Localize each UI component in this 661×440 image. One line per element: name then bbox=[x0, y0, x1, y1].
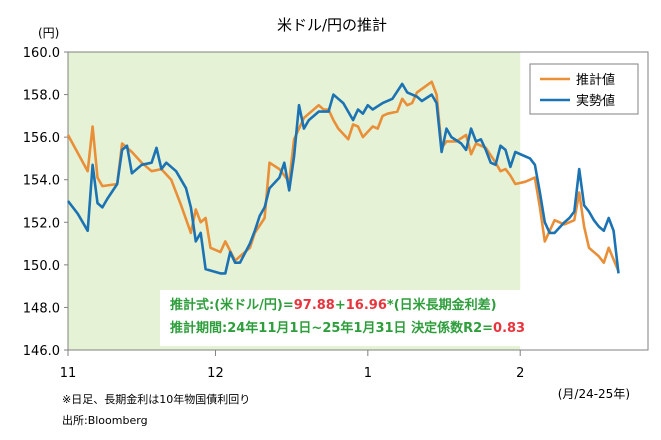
annotation-text: 16.96 bbox=[346, 298, 387, 313]
x-tick-label: 12 bbox=[207, 366, 224, 381]
y-axis-unit: (円) bbox=[38, 26, 59, 40]
chart-title: 米ドル/円の推計 bbox=[277, 16, 387, 34]
footnote: 出所:Bloomberg bbox=[62, 413, 148, 427]
y-tick-label: 150.0 bbox=[23, 259, 60, 274]
x-tick-label: 11 bbox=[60, 366, 77, 381]
footnote: ※日足、長期金利は10年物国債利回り bbox=[62, 392, 250, 406]
annotation-line: 推計式:(米ドル/円)=97.88+16.96*(日米長期金利差) bbox=[170, 297, 497, 313]
y-tick-label: 146.0 bbox=[23, 344, 60, 359]
legend-label: 推計値 bbox=[576, 72, 615, 88]
series-line-actual bbox=[66, 82, 620, 275]
legend-label: 実勢値 bbox=[576, 93, 615, 109]
y-tick-label: 152.0 bbox=[23, 216, 60, 231]
y-tick-label: 154.0 bbox=[23, 174, 60, 189]
annotation-text: 0.83 bbox=[493, 321, 525, 336]
annotation-text: 推計期間:24年11月1日~25年1月31日 決定係数R2= bbox=[170, 320, 493, 336]
y-tick-label: 160.0 bbox=[23, 46, 60, 61]
x-tick-label: 1 bbox=[364, 366, 372, 381]
annotation-text: 推計式:(米ドル/円)= bbox=[170, 297, 294, 313]
series-line-estimate bbox=[66, 80, 620, 272]
annotation-box bbox=[160, 290, 600, 346]
y-tick-label: 148.0 bbox=[23, 301, 60, 316]
y-tick-label: 156.0 bbox=[23, 131, 60, 146]
x-axis-unit: (月/24-25年) bbox=[558, 387, 630, 401]
annotation-text: + bbox=[335, 298, 346, 313]
y-tick-label: 158.0 bbox=[23, 89, 60, 104]
annotation-text: *(日米長期金利差) bbox=[387, 297, 497, 313]
annotation-text: 97.88 bbox=[294, 298, 335, 313]
annotation-line: 推計期間:24年11月1日~25年1月31日 決定係数R2=0.83 bbox=[170, 320, 525, 336]
legend-box bbox=[529, 63, 639, 115]
x-tick-label: 2 bbox=[516, 366, 524, 381]
